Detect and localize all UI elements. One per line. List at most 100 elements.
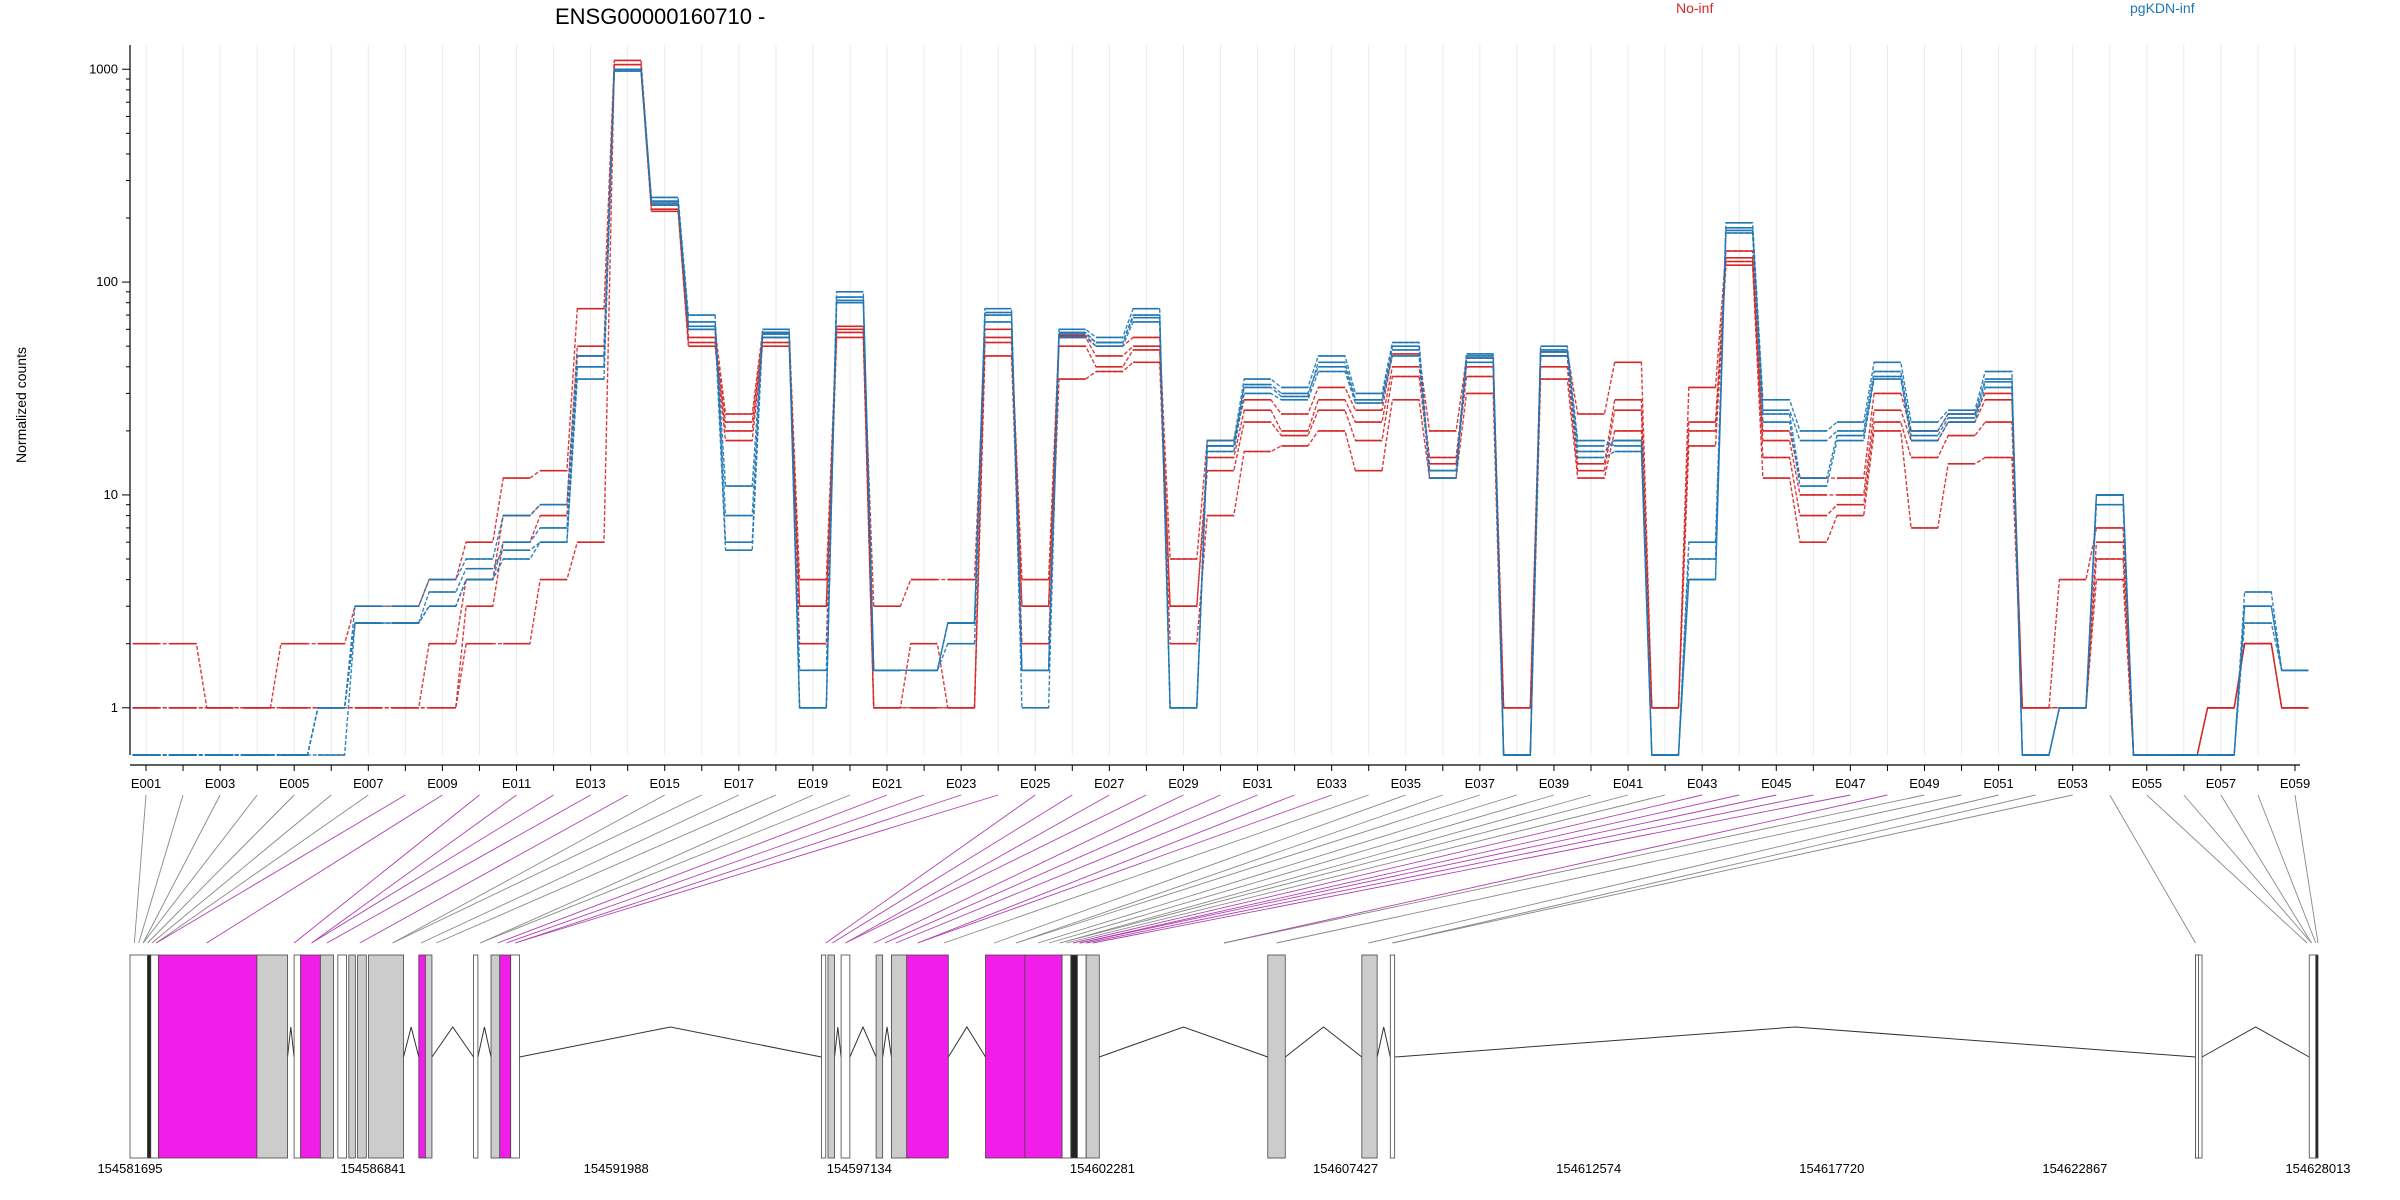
connector-line bbox=[917, 794, 1332, 944]
connector-line bbox=[156, 794, 406, 944]
connector-line bbox=[479, 794, 814, 944]
exon-block bbox=[150, 954, 159, 1159]
connector-line bbox=[436, 794, 777, 944]
intron-line bbox=[882, 1026, 892, 1058]
intron-line bbox=[834, 1026, 842, 1058]
genomic-tick-label: 154586841 bbox=[341, 1161, 406, 1176]
genomic-tick-label: 154628013 bbox=[2285, 1161, 2350, 1176]
exon-block bbox=[2315, 954, 2319, 1159]
intron-line bbox=[1284, 1026, 1363, 1058]
exon-block bbox=[875, 954, 884, 1159]
intron-line bbox=[1099, 1026, 1268, 1058]
series-line-pgKDN-inf-4 bbox=[132, 68, 2309, 756]
connector-line bbox=[832, 794, 1073, 944]
legend-pgkdn-inf: pgKDN-inf bbox=[2130, 0, 2195, 16]
y-tick-label: 1 bbox=[111, 700, 118, 715]
intron-line bbox=[849, 1025, 877, 1058]
connector-line bbox=[155, 794, 369, 944]
x-tick-label: E041 bbox=[1613, 776, 1643, 791]
connector-line bbox=[2257, 794, 2317, 944]
connector-line bbox=[514, 794, 962, 944]
x-tick-label: E023 bbox=[946, 776, 976, 791]
genomic-axis: 154581695 154586841 154591988 154597134 1546… bbox=[97, 1161, 2350, 1176]
connector-line bbox=[873, 794, 1184, 944]
x-tick-label: E029 bbox=[1168, 776, 1198, 791]
x-tick-label: E003 bbox=[205, 776, 235, 791]
connector-line bbox=[1048, 794, 1555, 944]
connector-line bbox=[1392, 794, 2036, 944]
exon-connectors bbox=[133, 794, 2319, 944]
genomic-tick-label: 154602281 bbox=[1070, 1161, 1135, 1176]
intron-line bbox=[519, 1026, 822, 1058]
connector-line bbox=[2220, 794, 2312, 944]
exon-block bbox=[1077, 954, 1087, 1159]
connector-line bbox=[917, 794, 1295, 944]
x-tick-label: E055 bbox=[2132, 776, 2162, 791]
x-tick-label: E047 bbox=[1835, 776, 1865, 791]
x-tick-label: E005 bbox=[279, 776, 309, 791]
connector-line bbox=[142, 794, 221, 944]
genomic-tick-label: 154612574 bbox=[1556, 1161, 1621, 1176]
x-tick-label: E031 bbox=[1242, 776, 1272, 791]
connector-line bbox=[311, 794, 554, 944]
x-tick-label: E039 bbox=[1539, 776, 1569, 791]
exon-block bbox=[473, 954, 479, 1159]
connector-line bbox=[1037, 794, 1518, 944]
series-level-pgKDN-inf-4 bbox=[132, 68, 2309, 756]
connector-line bbox=[359, 794, 628, 944]
series-line-pgKDN-inf-1 bbox=[132, 68, 2309, 756]
x-tick-label: E033 bbox=[1316, 776, 1346, 791]
intron-line bbox=[1376, 1026, 1391, 1058]
x-tick-label: E021 bbox=[872, 776, 902, 791]
connector-line bbox=[1016, 794, 1480, 944]
x-tick-label: E035 bbox=[1391, 776, 1421, 791]
exon-block bbox=[827, 954, 835, 1159]
y-tick-label: 1000 bbox=[89, 61, 118, 76]
exon-block bbox=[256, 954, 288, 1159]
y-tick-label: 10 bbox=[104, 487, 118, 502]
connector-line bbox=[506, 794, 925, 944]
genomic-tick-label: 154591988 bbox=[584, 1161, 649, 1176]
exon-block bbox=[1070, 954, 1078, 1159]
connector-line bbox=[479, 794, 851, 944]
x-tick-label: E009 bbox=[427, 776, 457, 791]
connector-line bbox=[825, 794, 1036, 944]
series-lines bbox=[132, 59, 2309, 756]
connector-line bbox=[497, 794, 888, 944]
legend-no-inf: No-inf bbox=[1676, 0, 1713, 16]
exon-block bbox=[293, 954, 302, 1159]
intron-line bbox=[431, 1026, 474, 1058]
gene-model bbox=[129, 954, 2319, 1159]
exon-block bbox=[348, 954, 356, 1159]
connector-line bbox=[392, 794, 665, 944]
x-tick-label: E015 bbox=[650, 776, 680, 791]
exon-block bbox=[158, 954, 258, 1159]
exon-block bbox=[147, 954, 152, 1159]
x-tick-label: E027 bbox=[1094, 776, 1124, 791]
connector-line bbox=[142, 794, 258, 944]
exon-block bbox=[368, 954, 404, 1159]
intron-line bbox=[403, 1026, 420, 1058]
exon-block bbox=[2308, 954, 2317, 1159]
y-axis: 1 10 100 1000 bbox=[89, 45, 131, 755]
connector-line bbox=[1276, 794, 1962, 944]
exon-block bbox=[2195, 954, 2199, 1159]
intron-line bbox=[477, 1026, 492, 1058]
connector-line bbox=[1072, 794, 1703, 944]
exon-block bbox=[1267, 954, 1286, 1159]
connector-line bbox=[1086, 794, 1814, 944]
exon-block bbox=[319, 954, 334, 1159]
exon-block bbox=[1361, 954, 1378, 1159]
connector-line bbox=[206, 794, 443, 944]
x-tick-label: E059 bbox=[2280, 776, 2310, 791]
genomic-tick-label: 154581695 bbox=[97, 1161, 162, 1176]
x-tick-label: E057 bbox=[2206, 776, 2236, 791]
connector-line bbox=[1059, 794, 1629, 944]
y-tick-label: 100 bbox=[96, 274, 118, 289]
exon-block bbox=[357, 954, 367, 1159]
x-tick-label: E051 bbox=[1983, 776, 2013, 791]
exon-block bbox=[1389, 954, 1396, 1159]
exon-block bbox=[821, 954, 827, 1159]
intron-line bbox=[1394, 1026, 2196, 1058]
x-tick-label: E025 bbox=[1020, 776, 1050, 791]
